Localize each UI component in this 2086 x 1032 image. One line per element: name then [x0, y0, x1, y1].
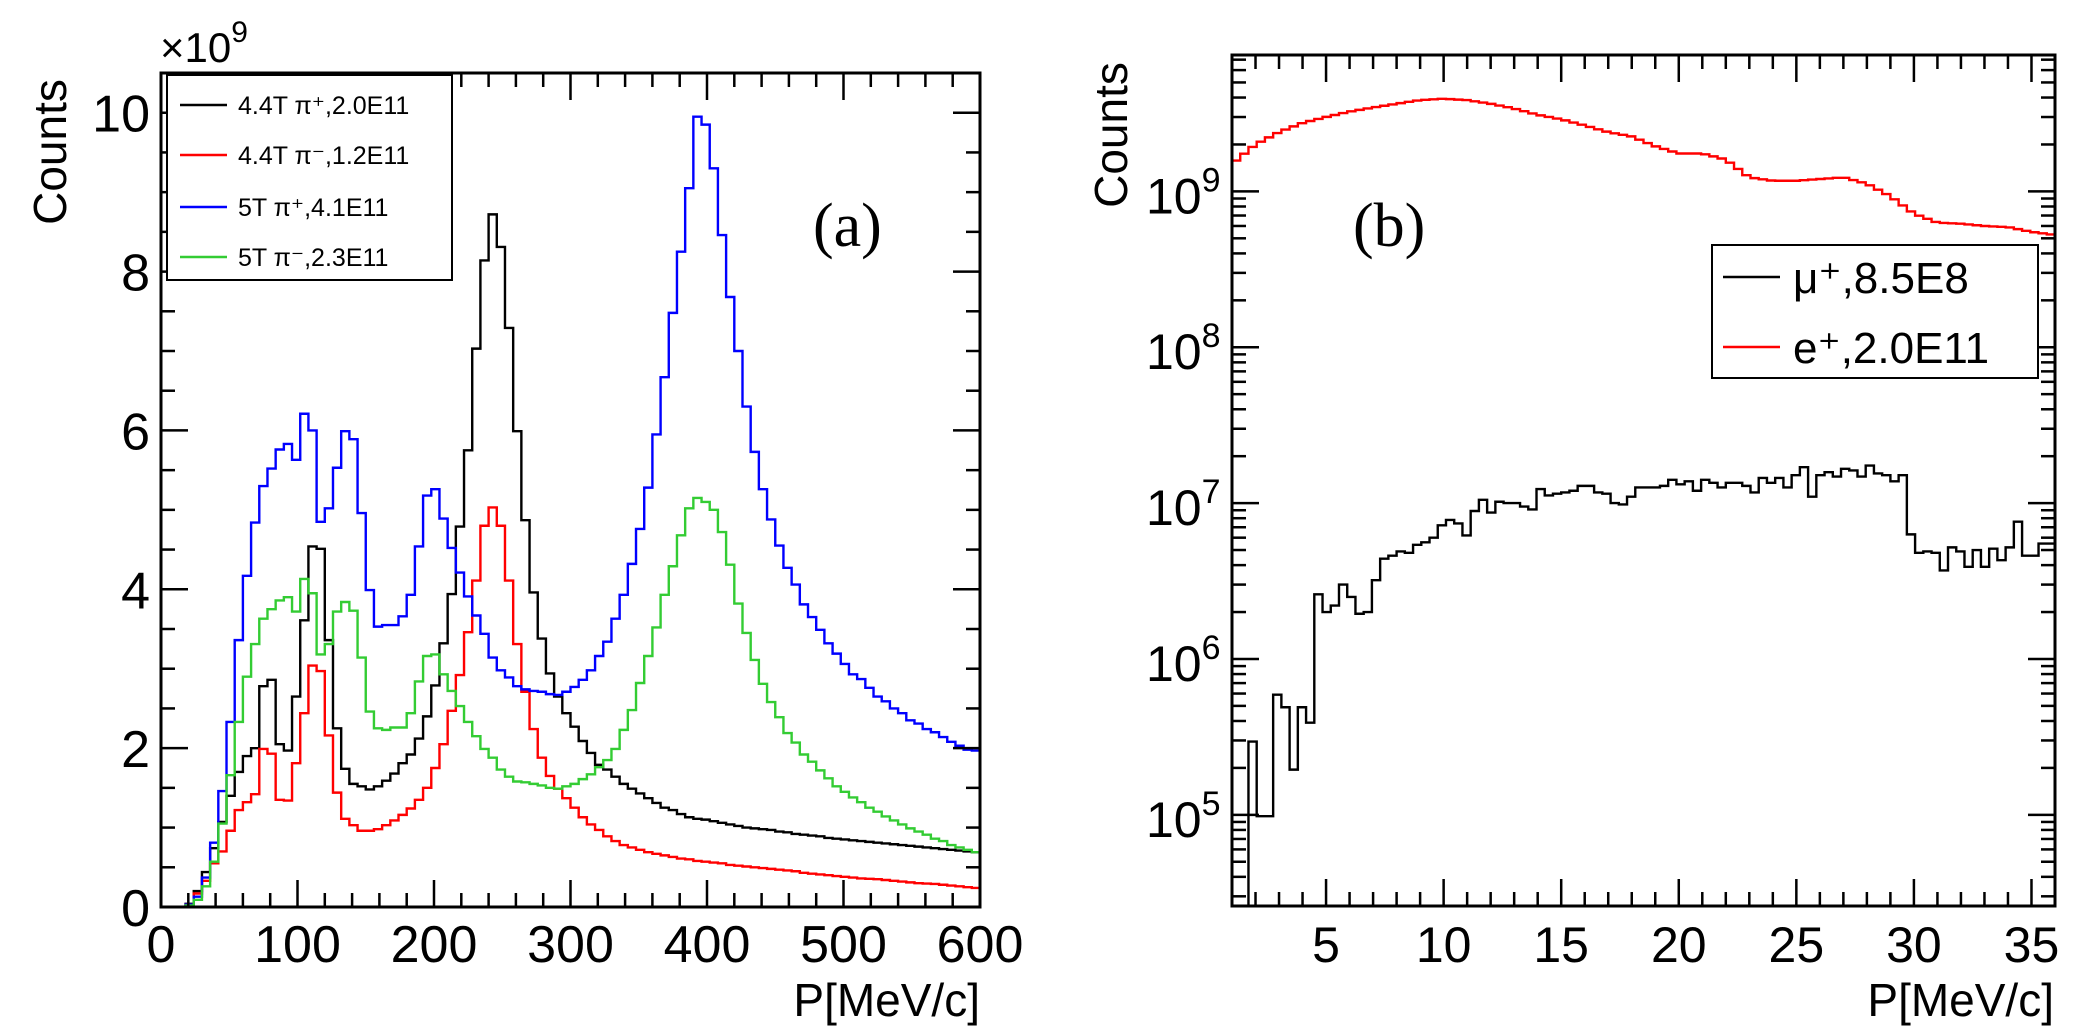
y-tick-label-exponent: 7 [1202, 473, 1221, 511]
x-tick-label: 25 [1769, 917, 1825, 973]
panel-a-y-axis-label: Counts [24, 79, 76, 225]
x-tick-label: 5 [1312, 917, 1340, 973]
legend-label: e⁺,2.0E11 [1793, 324, 1989, 373]
legend-box [166, 74, 453, 281]
panel-b-legend: μ⁺,8.5E8 e⁺,2.0E11 [1711, 244, 2039, 379]
panel-b-plot-area [1232, 97, 2055, 908]
y-tick-label-base: 10 [1146, 168, 1202, 224]
x-tick-label: 600 [937, 916, 1024, 974]
panel-b-frame [1230, 53, 2057, 908]
panel-a-plot-area [161, 115, 980, 909]
y-tick-label-base: 10 [1146, 480, 1202, 536]
legend-entry: μ⁺,8.5E8 [1723, 254, 1969, 303]
legend-entry: 5T π⁺,4.1E11 [180, 194, 388, 222]
panel-a-legend: 4.4T π⁺,2.0E11 4.4T π⁻,1.2E11 5T π⁺,4.1E11… [166, 74, 453, 281]
y-tick-label-base: 10 [1146, 792, 1202, 848]
x-tick-label: 30 [1886, 917, 1942, 973]
legend-entry: 5T π⁻,2.3E11 [180, 244, 388, 272]
y-tick-label: 109 [1146, 161, 1221, 224]
y-tick-label: 10 [92, 86, 150, 144]
panel-b-label: (b) [1353, 192, 1425, 260]
y-tick-label: 4 [121, 562, 150, 620]
panel-b-x-axis-label: P[MeV/c] [1867, 974, 2054, 1026]
legend-label: 5T π⁻,2.3E11 [238, 244, 388, 272]
histogram-series-1 [161, 506, 980, 909]
histogram-series-3 [161, 496, 980, 909]
x-tick-label: 35 [2004, 917, 2060, 973]
panel-a-y-multiplier: ×109 [160, 16, 248, 71]
y-tick-label: 107 [1146, 473, 1221, 536]
y-tick-label: 0 [121, 880, 150, 938]
x-tick-label: 15 [1533, 917, 1589, 973]
y-tick-label-base: 10 [1146, 636, 1202, 692]
multiplier-base: ×10 [160, 24, 231, 71]
x-tick-label: 20 [1651, 917, 1707, 973]
y-tick-label-exponent: 9 [1202, 161, 1221, 199]
y-tick-label: 8 [121, 245, 150, 303]
y-tick-label: 2 [121, 721, 150, 779]
panel-a-tick-labels: 0 100 200 300 400 500 600 0 2 4 6 8 10 [92, 86, 1023, 974]
panel-b-ticks [1230, 55, 2057, 906]
y-tick-label: 108 [1146, 317, 1221, 380]
legend-entry: 4.4T π⁻,1.2E11 [180, 142, 409, 170]
histogram-series-0 [161, 213, 980, 909]
x-tick-label: 500 [800, 916, 887, 974]
y-tick-label: 106 [1146, 629, 1221, 692]
y-tick-label: 105 [1146, 785, 1221, 848]
legend-label: μ⁺,8.5E8 [1793, 254, 1969, 303]
y-tick-label-exponent: 6 [1202, 629, 1221, 667]
panel-a-label: (a) [813, 192, 882, 260]
legend-box [1711, 244, 2039, 379]
histogram-e-plus [1232, 97, 2055, 236]
legend-entry: e⁺,2.0E11 [1723, 324, 1989, 373]
x-tick-label: 400 [664, 916, 751, 974]
x-tick-label: 10 [1416, 917, 1472, 973]
x-tick-label: 200 [391, 916, 478, 974]
multiplier-exponent: 9 [231, 16, 248, 49]
panel-a-x-axis-label: P[MeV/c] [793, 974, 980, 1026]
x-tick-label: 0 [147, 916, 176, 974]
legend-entry: 4.4T π⁺,2.0E11 [180, 92, 409, 120]
y-tick-label-base: 10 [1146, 324, 1202, 380]
y-tick-label-exponent: 5 [1202, 785, 1221, 823]
histogram-series-2 [161, 115, 980, 909]
histogram-mu-plus [1232, 464, 2055, 908]
panel-b-y-axis-label: Counts [1085, 62, 1137, 208]
y-tick-label: 6 [121, 403, 150, 461]
y-tick-label-exponent: 8 [1202, 317, 1221, 355]
legend-label: 5T π⁺,4.1E11 [238, 194, 388, 222]
legend-label: 4.4T π⁻,1.2E11 [238, 142, 409, 170]
x-tick-label: 300 [527, 916, 614, 974]
legend-label: 4.4T π⁺,2.0E11 [238, 92, 409, 120]
panel-a: 0 100 200 300 400 500 600 0 2 4 6 8 10 ×109 Counts P… [24, 16, 1023, 1026]
x-tick-label: 100 [254, 916, 341, 974]
